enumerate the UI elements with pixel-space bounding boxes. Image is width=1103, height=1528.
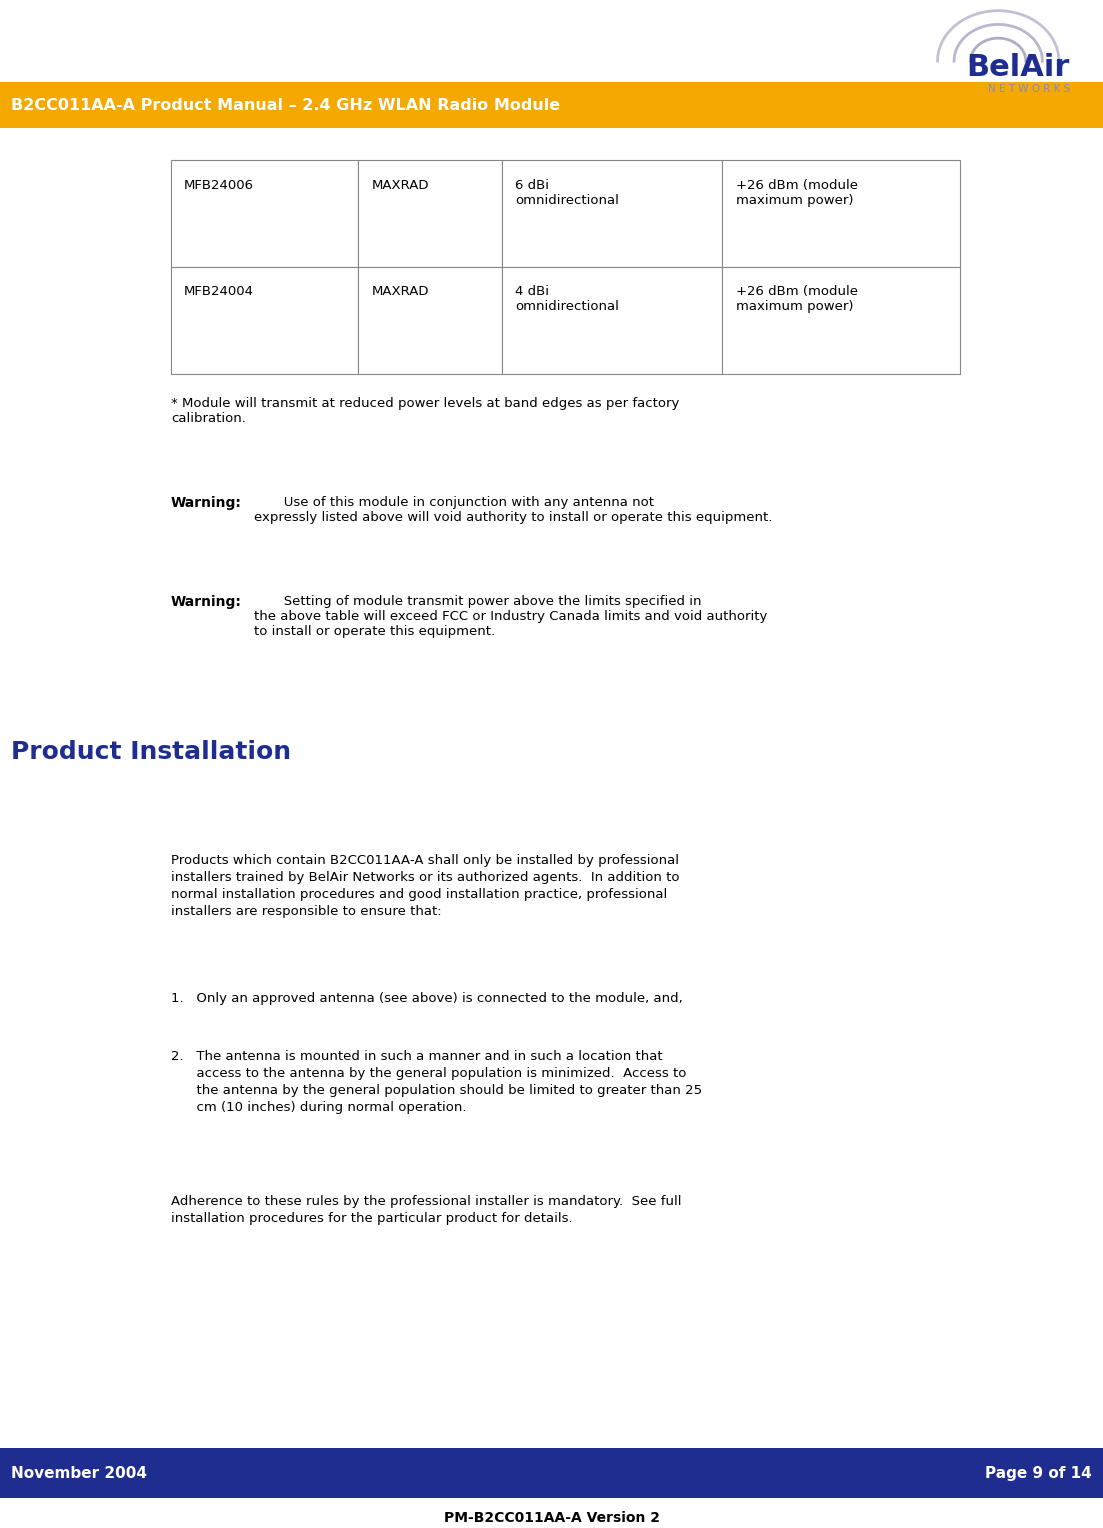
Text: Use of this module in conjunction with any antenna not
expressly listed above wi: Use of this module in conjunction with a… — [254, 497, 772, 524]
Text: MAXRAD: MAXRAD — [372, 286, 429, 298]
Text: 4 dBi
omnidirectional: 4 dBi omnidirectional — [515, 286, 619, 313]
Bar — [502, 160, 722, 267]
Bar — [502, 267, 722, 374]
Text: N E T W O R K S: N E T W O R K S — [987, 84, 1070, 93]
Text: B2CC011AA-A Product Manual – 2.4 GHz WLAN Radio Module: B2CC011AA-A Product Manual – 2.4 GHz WLA… — [11, 98, 560, 113]
Text: BelAir: BelAir — [966, 53, 1070, 83]
Text: Product Installation: Product Installation — [11, 740, 291, 764]
Text: MFB24004: MFB24004 — [184, 286, 254, 298]
Text: Setting of module transmit power above the limits specified in
the above table w: Setting of module transmit power above t… — [254, 594, 767, 639]
Text: Warning:: Warning: — [171, 594, 242, 610]
FancyBboxPatch shape — [0, 83, 1103, 128]
Bar — [0, 1449, 1103, 1499]
Text: Warning:: Warning: — [171, 497, 242, 510]
Text: Page 9 of 14: Page 9 of 14 — [985, 1465, 1092, 1481]
Text: +26 dBm (module
maximum power): +26 dBm (module maximum power) — [736, 286, 858, 313]
Text: November 2004: November 2004 — [11, 1465, 147, 1481]
Bar — [171, 160, 358, 267]
Text: Products which contain B2CC011AA-A shall only be installed by professional
insta: Products which contain B2CC011AA-A shall… — [171, 854, 679, 918]
Bar — [358, 160, 502, 267]
Text: MAXRAD: MAXRAD — [372, 179, 429, 191]
Bar — [171, 267, 358, 374]
Text: 1.   Only an approved antenna (see above) is connected to the module, and,: 1. Only an approved antenna (see above) … — [171, 992, 683, 1005]
Bar — [722, 160, 960, 267]
Text: MFB24006: MFB24006 — [184, 179, 254, 191]
Text: Adherence to these rules by the professional installer is mandatory.  See full
i: Adherence to these rules by the professi… — [171, 1195, 682, 1224]
Text: +26 dBm (module
maximum power): +26 dBm (module maximum power) — [736, 179, 858, 206]
Text: PM-B2CC011AA-A Version 2: PM-B2CC011AA-A Version 2 — [443, 1511, 660, 1525]
Bar — [358, 267, 502, 374]
Text: 2.   The antenna is mounted in such a manner and in such a location that
      a: 2. The antenna is mounted in such a mann… — [171, 1050, 703, 1114]
Bar — [722, 267, 960, 374]
Text: * Module will transmit at reduced power levels at band edges as per factory
cali: * Module will transmit at reduced power … — [171, 397, 679, 425]
Text: 6 dBi
omnidirectional: 6 dBi omnidirectional — [515, 179, 619, 206]
